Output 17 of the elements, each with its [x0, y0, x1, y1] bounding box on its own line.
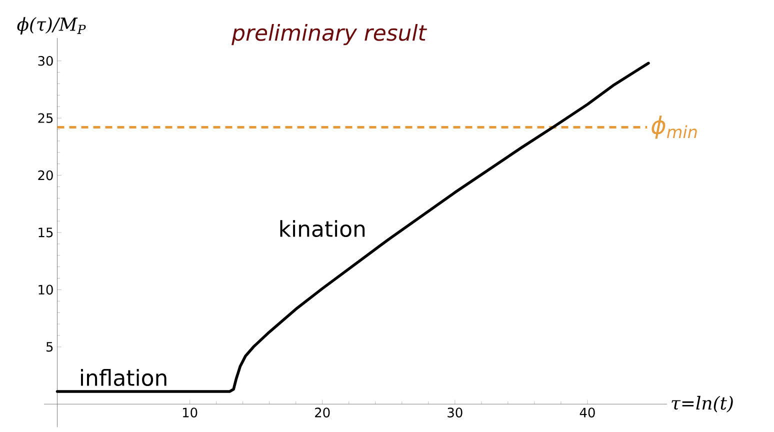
annotation: kination — [280, 220, 365, 238]
y-tick-label: 20 — [38, 170, 53, 180]
line-series — [56, 62, 650, 393]
x-axis-title: τ=ln(t) — [672, 396, 733, 412]
y-tick-label: 30 — [38, 56, 53, 66]
x-tick-label: 30 — [448, 408, 462, 418]
y-axis-title: ϕ(τ)/M$_{P}$ — [17, 17, 86, 34]
x-tick-label: 10 — [182, 408, 198, 418]
y-tick-label: 5 — [46, 342, 53, 352]
y-tick-label: 10 — [38, 284, 53, 295]
ref-line-label: ϕ$_{min}$ — [652, 116, 697, 139]
annotation: inflation — [80, 369, 166, 386]
x-tick-label: 20 — [315, 408, 330, 418]
y-tick-label: 25 — [38, 113, 53, 123]
x-tick-label: 40 — [580, 408, 595, 418]
chart-title: preliminary result — [232, 24, 428, 46]
y-tick-label: 15 — [38, 228, 53, 238]
